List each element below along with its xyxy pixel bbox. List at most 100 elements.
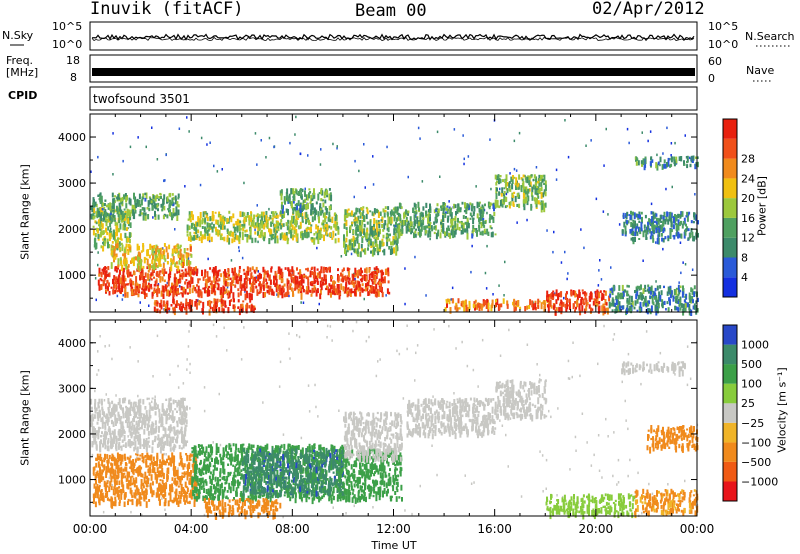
power-cell bbox=[365, 237, 368, 241]
power-cell bbox=[513, 191, 516, 194]
power-cell bbox=[211, 226, 214, 233]
power-cell bbox=[612, 285, 615, 292]
power-cell bbox=[310, 203, 313, 211]
power-cell bbox=[619, 293, 622, 300]
power-cell bbox=[297, 288, 300, 294]
power-cell bbox=[127, 283, 130, 286]
velocity-cell bbox=[190, 491, 193, 496]
velocity-cell bbox=[99, 473, 102, 481]
power-cell bbox=[662, 216, 665, 220]
velocity-noise-cell bbox=[182, 382, 185, 385]
power-cell bbox=[396, 238, 399, 244]
power-cell bbox=[669, 288, 672, 295]
power-cell bbox=[187, 259, 190, 265]
power-cell bbox=[249, 235, 252, 240]
power-cell bbox=[332, 230, 335, 238]
power-cell bbox=[104, 283, 107, 290]
velocity-cell bbox=[142, 491, 145, 496]
power-cell bbox=[437, 208, 440, 213]
power-cell bbox=[643, 297, 646, 302]
power-cell bbox=[211, 287, 214, 293]
velocity-cell bbox=[188, 455, 191, 462]
power-cell bbox=[155, 280, 158, 284]
power-cell bbox=[605, 302, 608, 306]
power-cell bbox=[294, 203, 297, 207]
power-cell bbox=[179, 274, 182, 277]
power-cell bbox=[311, 198, 314, 201]
power-cell bbox=[248, 292, 251, 300]
power-cell bbox=[311, 216, 314, 223]
power-cell bbox=[352, 291, 355, 293]
power-cell bbox=[178, 260, 181, 265]
power-cell bbox=[675, 156, 678, 164]
power-cell bbox=[113, 254, 116, 261]
power-cell bbox=[158, 288, 161, 294]
power-cell bbox=[342, 286, 345, 289]
power-cell bbox=[107, 273, 110, 277]
power-cell bbox=[655, 227, 658, 234]
power-cell bbox=[418, 208, 420, 211]
power-cell bbox=[675, 298, 678, 304]
power-cell bbox=[376, 249, 379, 253]
power-cell bbox=[429, 222, 432, 225]
power-noise-cell bbox=[463, 157, 465, 161]
power-cell bbox=[272, 211, 275, 217]
power-noise-cell bbox=[238, 246, 240, 249]
power-cell bbox=[359, 271, 362, 277]
power-cell bbox=[124, 210, 127, 215]
velocity-noise-cell bbox=[453, 392, 455, 395]
power-cell bbox=[121, 285, 124, 293]
power-cell bbox=[250, 307, 253, 312]
power-cell bbox=[514, 306, 517, 311]
power-cell bbox=[137, 256, 140, 260]
power-cell bbox=[191, 237, 194, 241]
power-cell bbox=[363, 289, 365, 292]
power-cell bbox=[543, 205, 546, 213]
power-cell bbox=[522, 200, 525, 207]
power-cell bbox=[325, 287, 328, 291]
power-noise-cell bbox=[340, 255, 343, 258]
power-cell bbox=[689, 233, 692, 239]
power-noise-cell bbox=[553, 292, 556, 295]
power-cell bbox=[171, 193, 174, 196]
power-cell bbox=[598, 305, 601, 312]
freq-tick-top: 18 bbox=[66, 54, 80, 67]
power-cell bbox=[398, 231, 401, 239]
power-cell bbox=[199, 220, 202, 228]
velocity-cell bbox=[182, 475, 185, 478]
power-noise-cell bbox=[467, 155, 470, 158]
power-cell bbox=[92, 197, 95, 204]
velocity-cell bbox=[184, 481, 187, 488]
power-cell bbox=[602, 303, 605, 307]
power-cell bbox=[488, 217, 491, 224]
power-cell bbox=[657, 299, 660, 305]
power-cell bbox=[167, 273, 170, 279]
velocity-noise-cell bbox=[379, 358, 381, 361]
velocity-noise-cell bbox=[189, 371, 191, 374]
power-cell bbox=[375, 275, 378, 279]
power-cell bbox=[190, 254, 193, 258]
velocity-noise-cell bbox=[111, 357, 113, 361]
power-cell bbox=[296, 281, 299, 286]
power-cell bbox=[148, 207, 151, 212]
power-noise-cell bbox=[505, 192, 508, 196]
power-cell bbox=[113, 258, 115, 263]
power-cell bbox=[290, 276, 293, 283]
power-cell bbox=[111, 215, 114, 218]
power-cell bbox=[233, 236, 236, 243]
power-cell bbox=[474, 299, 477, 303]
power-cell bbox=[565, 291, 568, 295]
power-cell bbox=[693, 285, 696, 290]
power-cell bbox=[384, 209, 387, 213]
power-cell bbox=[555, 289, 558, 297]
power-cell bbox=[296, 276, 299, 283]
power-cell bbox=[260, 211, 263, 217]
power-cell bbox=[407, 210, 410, 214]
power-cell bbox=[356, 207, 359, 213]
power-noise-cell bbox=[546, 229, 548, 232]
power-cell bbox=[538, 188, 541, 195]
power-cell bbox=[172, 299, 175, 304]
power-cell bbox=[485, 302, 488, 309]
power-cell bbox=[116, 246, 119, 251]
power-cell bbox=[131, 258, 133, 262]
